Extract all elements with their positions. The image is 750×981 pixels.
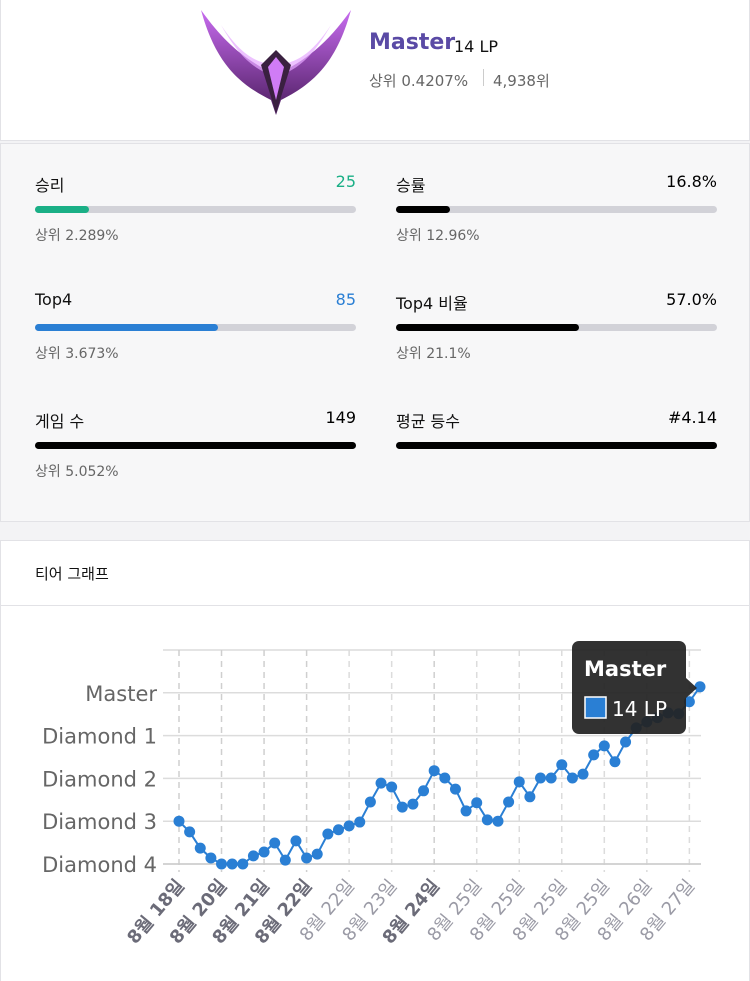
y-tick-label: Diamond 2 [42, 767, 157, 791]
stat-label: Top4 [35, 290, 73, 309]
stat-label: 승률 [396, 176, 426, 195]
point [609, 756, 621, 768]
tooltip-title: Master [584, 657, 667, 681]
stat-percentile: 상위 2.289% [35, 228, 119, 244]
progress-bar [35, 206, 89, 213]
stat-label: 승리 [35, 176, 65, 195]
y-tick-label: Diamond 1 [42, 725, 157, 749]
point [173, 815, 185, 827]
progress-bar [396, 442, 717, 449]
point [428, 765, 440, 777]
stat-percentile: 상위 3.673% [35, 346, 119, 362]
point [588, 749, 600, 761]
point [332, 824, 344, 836]
profile-card: Master 14 LP 상위 0.4207% 4,938위 [0, 0, 750, 141]
legend-swatch [584, 696, 607, 719]
progress-bar [35, 442, 356, 449]
point [386, 781, 398, 793]
progress-track [396, 206, 717, 213]
point [375, 777, 387, 789]
point [301, 852, 313, 864]
point [184, 826, 196, 838]
point [418, 785, 430, 797]
tier-lp: 14 LP [454, 37, 499, 56]
stat-value: 149 [325, 408, 356, 427]
stat-percentile: 상위 5.052% [35, 464, 119, 480]
tier-emblem [201, 10, 351, 115]
point [556, 759, 568, 771]
point [471, 797, 483, 809]
point [449, 783, 461, 795]
point [364, 796, 376, 808]
point [460, 805, 472, 817]
point [407, 798, 419, 810]
tier-name: Master [369, 30, 456, 55]
separator [483, 69, 484, 86]
point [237, 858, 249, 870]
point [194, 842, 206, 854]
y-tick-label: Diamond 4 [42, 853, 157, 877]
point [577, 768, 589, 780]
point [439, 772, 451, 784]
point [598, 740, 610, 752]
stat-value: #4.14 [667, 408, 717, 427]
stat-label: 게임 수 [35, 412, 85, 431]
graph-title: 티어 그래프 [35, 565, 109, 583]
point [205, 852, 217, 864]
point [524, 791, 536, 803]
progress-bar [396, 206, 450, 213]
stat-label: Top4 비율 [396, 294, 468, 313]
point [503, 796, 515, 808]
point [566, 772, 578, 784]
point [343, 820, 355, 832]
point [226, 858, 238, 870]
progress-bar [35, 324, 218, 331]
y-tick-label: Diamond 3 [42, 810, 157, 834]
stat-percentile: 상위 12.96% [396, 228, 480, 244]
point [354, 816, 366, 828]
rank-percent: 상위 0.4207% [369, 72, 469, 90]
stat-percentile: 상위 21.1% [396, 346, 471, 362]
tooltip-text: 14 LP [612, 697, 667, 721]
divider [1, 605, 749, 606]
tooltip: Master 14 LP [572, 641, 697, 734]
point [279, 854, 291, 866]
stat-value: 85 [335, 290, 356, 309]
point [216, 858, 228, 870]
point [620, 736, 632, 748]
point [694, 681, 706, 693]
point [545, 772, 557, 784]
point [258, 846, 270, 858]
point [311, 848, 323, 860]
point [513, 776, 525, 788]
point [290, 835, 302, 847]
point [683, 696, 695, 708]
stat-value: 57.0% [666, 290, 717, 309]
stat-value: 25 [335, 172, 356, 191]
stat-value: 16.8% [666, 172, 717, 191]
stat-label: 평균 등수 [396, 412, 460, 431]
progress-track [35, 206, 356, 213]
graph-card: 티어 그래프 [0, 540, 750, 981]
point [269, 837, 281, 849]
tooltip-arrow [686, 678, 697, 698]
point [396, 801, 408, 813]
point [322, 828, 334, 840]
rank: 4,938위 [493, 72, 550, 90]
point [535, 772, 547, 784]
point [492, 815, 504, 827]
y-tick-label: Master [85, 682, 157, 706]
progress-bar [396, 324, 579, 331]
point [247, 850, 259, 862]
stats-panel: 승리 25 상위 2.289% 승률 16.8% 상위 12.96% Top4 85 상위 3.… [0, 143, 750, 522]
point [481, 814, 493, 826]
